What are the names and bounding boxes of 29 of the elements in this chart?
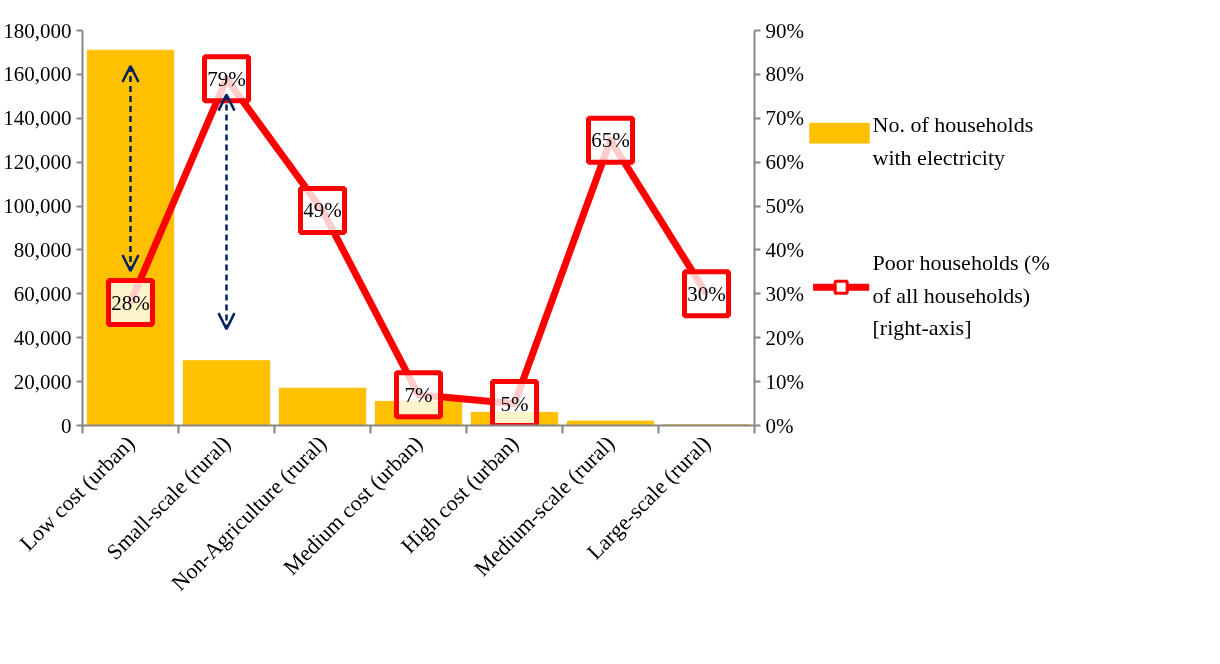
y2-tick-label: 10% <box>765 369 804 394</box>
data-label: 28% <box>111 290 150 315</box>
y-tick-label: 120,000 <box>3 150 72 175</box>
y2-tick-label: 40% <box>765 237 804 262</box>
data-label: 5% <box>500 391 529 416</box>
y2-tick-label: 20% <box>765 325 804 350</box>
y-tick-label: 0 <box>61 413 72 438</box>
y2-tick-label: 80% <box>765 62 804 87</box>
legend-label: Poor households (% of all households) [right-axis] <box>872 250 1050 341</box>
y-tick-label: 100,000 <box>3 194 72 219</box>
y2-tick-label: 50% <box>765 194 804 219</box>
y-tick-label: 180,000 <box>3 18 72 43</box>
data-label: 49% <box>303 198 342 223</box>
y2-tick-label: 30% <box>765 281 804 306</box>
data-label: 79% <box>207 66 246 91</box>
data-label: 30% <box>687 281 726 306</box>
y-tick-label: 40,000 <box>13 325 72 350</box>
y-tick-label: 140,000 <box>3 106 72 131</box>
y-tick-label: 20,000 <box>13 369 72 394</box>
y-tick-label: 80,000 <box>13 237 72 262</box>
y2-tick-label: 60% <box>765 150 804 175</box>
y-tick-label: 60,000 <box>13 281 72 306</box>
y2-tick-label: 90% <box>765 18 804 43</box>
data-label: 7% <box>404 382 433 407</box>
y2-tick-label: 0% <box>765 413 794 438</box>
y2-tick-label: 70% <box>765 106 804 131</box>
data-label: 65% <box>591 128 630 153</box>
legend-label: No. of households with electricity <box>872 112 1034 170</box>
y-tick-label: 160,000 <box>3 62 72 87</box>
